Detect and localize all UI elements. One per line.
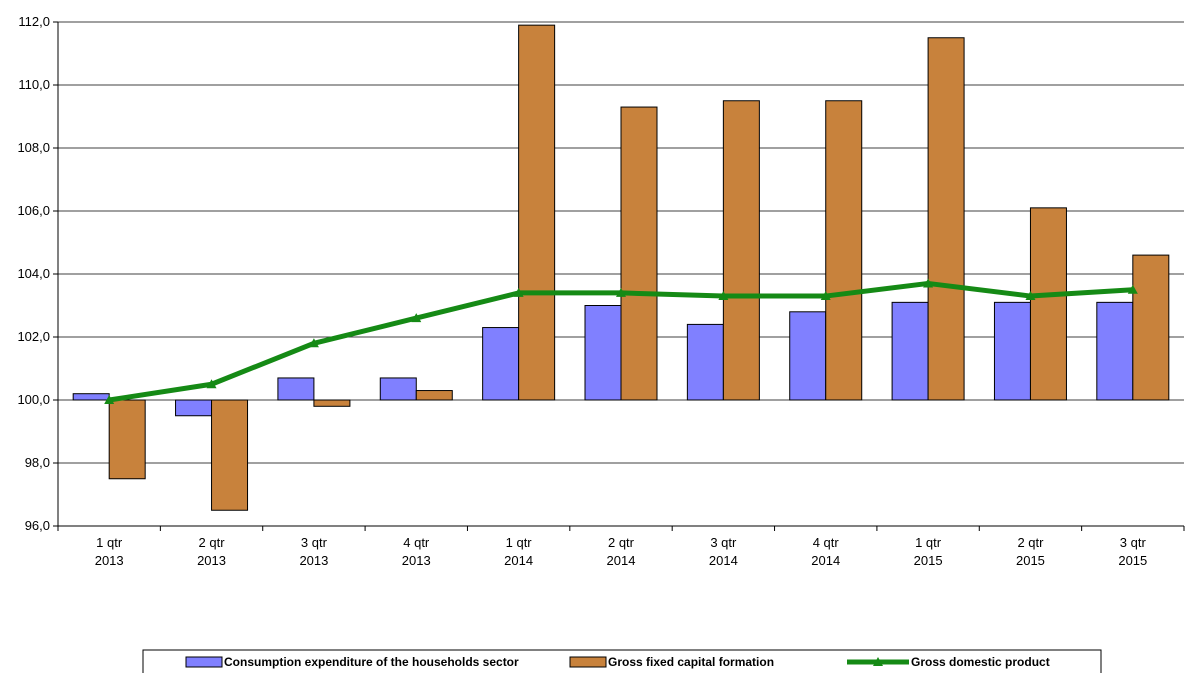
bar-consumption (277, 377, 315, 401)
x-tick-label-quarter: 4 qtr (813, 535, 840, 550)
bar-consumption (789, 311, 827, 401)
x-tick-label-year: 2015 (1118, 553, 1147, 568)
bar-consumption (379, 377, 417, 401)
x-tick-label-quarter: 1 qtr (96, 535, 123, 550)
gdp-point (820, 291, 831, 301)
x-tick-label-year: 2014 (504, 553, 533, 568)
bar-consumption (482, 327, 520, 401)
bar-gfcf (1029, 207, 1067, 401)
y-tick-label: 102,0 (17, 329, 50, 344)
y-tick-label: 108,0 (17, 140, 50, 155)
y-tick-label: 100,0 (17, 392, 50, 407)
x-tick-label-quarter: 1 qtr (915, 535, 942, 550)
x-tick-label-quarter: 2 qtr (1017, 535, 1044, 550)
x-tick-label-quarter: 1 qtr (506, 535, 533, 550)
gdp-point (1127, 284, 1138, 294)
bar-gfcf (211, 399, 249, 511)
bar-consumption (72, 393, 110, 401)
y-tick-label: 110,0 (18, 77, 50, 92)
gdp-point (104, 395, 115, 404)
bar-consumption (993, 301, 1031, 401)
gdp-point (411, 313, 422, 323)
gdp-point (616, 287, 626, 297)
axes (57, 22, 1185, 531)
x-tick-label-year: 2014 (709, 553, 738, 568)
x-tick-label-quarter: 2 qtr (199, 535, 226, 550)
bar-gfcf (722, 100, 760, 401)
bar-consumption (1096, 301, 1134, 401)
y-tick-label: 96,0 (25, 518, 50, 533)
x-tick-label-year: 2014 (607, 553, 636, 568)
bar-consumption (891, 301, 929, 401)
gdp-point (308, 338, 319, 348)
y-tick-label: 106,0 (17, 203, 50, 218)
legend: Consumption expenditure of the household… (142, 649, 1102, 673)
bar-consumption (175, 399, 213, 417)
gdp-point (718, 291, 729, 301)
x-tick-label-quarter: 2 qtr (608, 535, 635, 550)
bar-gfcf (518, 24, 556, 401)
y-tick-label: 112,0 (18, 14, 50, 29)
legend-swatch (185, 656, 223, 668)
gdp-point (923, 278, 934, 288)
bar-gfcf (825, 100, 863, 401)
bar-consumption (686, 323, 724, 401)
x-tick-label-year: 2013 (299, 553, 328, 568)
legend-label: Gross fixed capital formation (608, 655, 774, 669)
x-tick-label-year: 2013 (402, 553, 431, 568)
x-tick-label-quarter: 3 qtr (1120, 535, 1147, 550)
legend-label: Consumption expenditure of the household… (224, 655, 519, 669)
x-tick-label-year: 2015 (1016, 553, 1045, 568)
y-tick-label: 98,0 (25, 455, 50, 470)
x-axis-categories: 1 qtr 2013 2 qtr 2013 3 qtr 2013 4 qtr 2013 1 qt… (95, 535, 1148, 568)
legend-marker (873, 657, 883, 666)
bar-consumption (584, 305, 622, 401)
bars (72, 24, 1170, 511)
gdp-point (1025, 291, 1036, 301)
bar-gfcf (927, 37, 965, 401)
bar-gfcf (313, 399, 351, 407)
legend-swatch (569, 656, 607, 668)
gdp-point (513, 287, 524, 297)
bar-gfcf (1132, 254, 1170, 401)
gdp-line (104, 278, 1138, 404)
gdp-point (206, 379, 217, 389)
y-tick-label: 104,0 (17, 266, 50, 281)
x-tick-label-quarter: 4 qtr (403, 535, 430, 550)
bar-gfcf (620, 106, 658, 401)
x-tick-label-year: 2013 (95, 553, 124, 568)
y-axis-ticks: 96,0 98,0 100,0 102,0 104,0 106,0 108,0 110,0 11… (17, 14, 58, 533)
x-tick-label-year: 2015 (914, 553, 943, 568)
legend-label: Gross domestic product (911, 655, 1050, 669)
x-tick-label-year: 2014 (811, 553, 840, 568)
x-tick-label-year: 2013 (197, 553, 226, 568)
bar-gfcf (415, 390, 453, 401)
x-tick-label-quarter: 3 qtr (710, 535, 737, 550)
legend-box (142, 649, 1102, 673)
bar-gfcf (108, 399, 146, 480)
x-tick-label-quarter: 3 qtr (301, 535, 328, 550)
